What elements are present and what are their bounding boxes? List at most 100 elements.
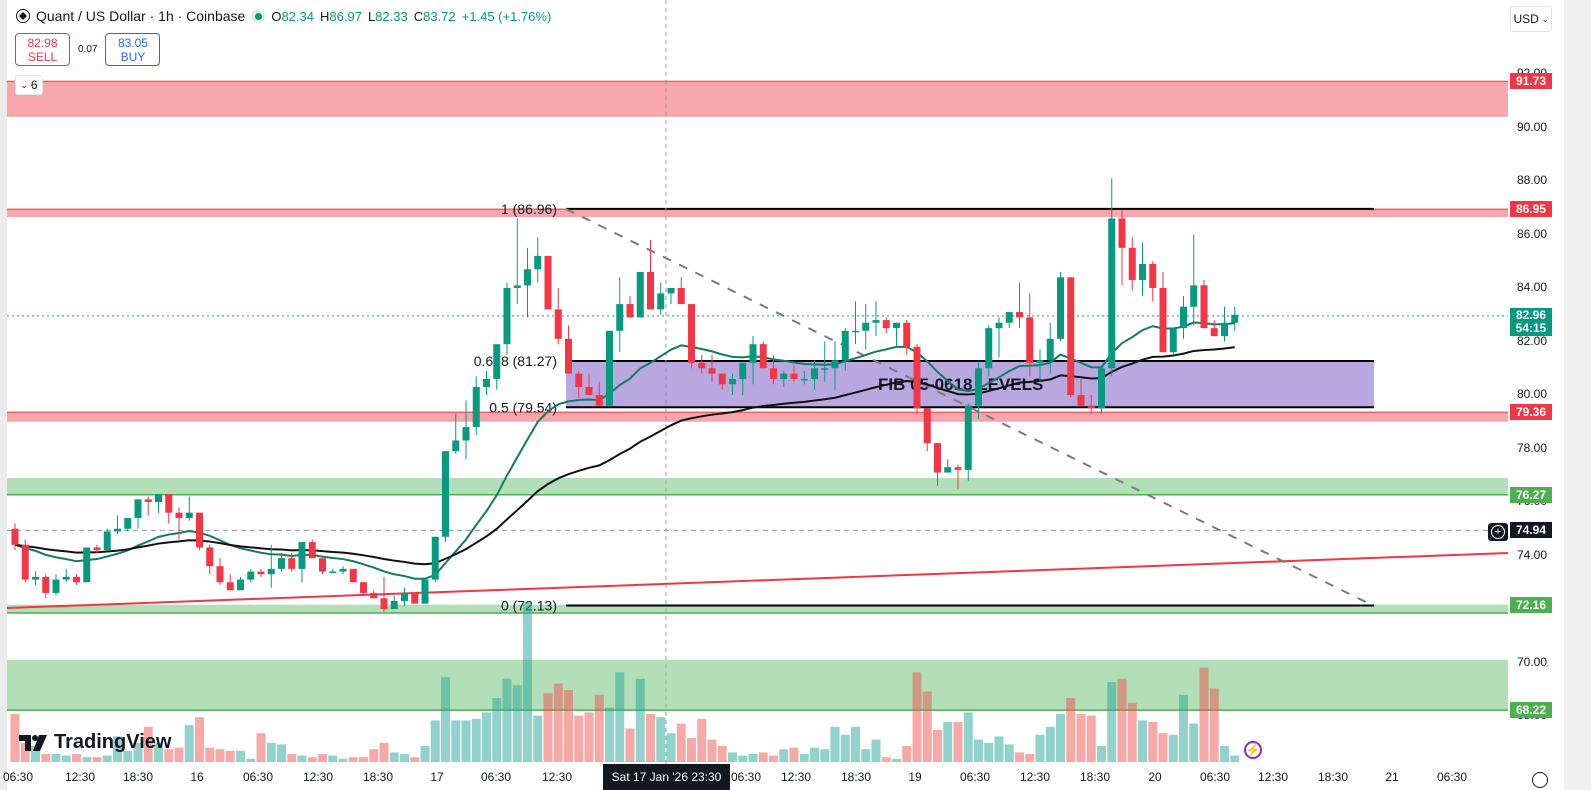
volume-bar: [984, 742, 994, 762]
candle-body: [1067, 277, 1075, 395]
candle-body: [852, 330, 859, 333]
candle-body: [1098, 368, 1105, 409]
candle-body: [1005, 312, 1013, 323]
plus-circle-icon: +: [1491, 525, 1505, 539]
candle-body: [565, 338, 572, 374]
sell-button[interactable]: 82.98 SELL: [15, 33, 70, 66]
candle-body: [1128, 247, 1136, 280]
volume-bar: [789, 747, 799, 762]
currency-value: USD: [1513, 12, 1539, 26]
candle-body: [606, 330, 613, 406]
volume-bar: [31, 746, 40, 762]
candle-body: [103, 531, 111, 551]
candle-body: [944, 467, 952, 473]
volume-bar: [1230, 755, 1240, 762]
volume-bar: [1035, 734, 1045, 762]
buy-button[interactable]: 83.05 BUY: [105, 33, 161, 66]
candle-body: [339, 568, 347, 572]
time-tick: 06:30: [959, 770, 991, 784]
volume-bar: [369, 749, 379, 762]
time-tick: 12:30: [1257, 770, 1289, 784]
indicators-toggle-button[interactable]: ⌄ 6: [15, 75, 43, 95]
price-tick: 78.00: [1517, 440, 1548, 455]
buy-price: 83.05: [117, 35, 148, 50]
time-tick: 06:30: [242, 770, 274, 784]
volume-bar: [933, 730, 942, 762]
currency-selector[interactable]: USD ⌄: [1510, 6, 1552, 32]
volume-bar: [1199, 667, 1209, 762]
candle-body: [770, 368, 777, 379]
candle-body: [1118, 218, 1126, 248]
resistance-zone: [7, 81, 1508, 117]
trendline: [7, 552, 1509, 609]
volume-bar: [1076, 714, 1086, 762]
candle-body: [554, 309, 562, 339]
candle-body: [1169, 328, 1177, 353]
time-tick: 18:30: [122, 770, 154, 784]
price-tick: 90.00: [1517, 119, 1548, 134]
candle-body: [677, 288, 685, 305]
tradingview-logo-text: TradingView: [54, 731, 172, 753]
candle-body: [1077, 395, 1085, 406]
settings-icon[interactable]: [1532, 772, 1548, 788]
volume-bar: [113, 736, 122, 762]
candle-body: [1200, 285, 1208, 329]
volume-bar: [430, 720, 440, 762]
price-chart-canvas[interactable]: 1 (86.96)0.618 (81.27)0.5 (79.54)0 (72.1…: [7, 0, 1509, 790]
volume-bar: [564, 690, 573, 762]
time-tick: 12:30: [1019, 770, 1051, 784]
volume-bar: [256, 733, 266, 762]
time-tick: 06:30: [2, 770, 34, 784]
trade-panel: 82.98 SELL 0.07 83.05 BUY: [15, 33, 161, 66]
high-value: 86.97: [329, 8, 362, 24]
volume-bar: [1148, 722, 1158, 762]
price-change: +1.45 (+1.76%): [461, 8, 552, 24]
volume-bar: [769, 755, 778, 762]
volume-bar: [20, 742, 30, 762]
volume-bar: [246, 758, 256, 762]
volume-bar: [1025, 754, 1035, 762]
candle-body: [390, 600, 398, 609]
volume-bar: [400, 754, 409, 762]
flash-icon[interactable]: ⚡: [1244, 741, 1262, 759]
candle-body: [923, 408, 931, 444]
symbol-header: Quant / US Dollar · 1h · Coinbase O82.34…: [16, 8, 551, 24]
volume-bar: [738, 755, 748, 762]
candle-body: [1210, 328, 1218, 337]
volume-bar: [359, 757, 368, 762]
volume-bar: [851, 726, 860, 762]
volume-bar: [10, 714, 20, 762]
volume-bar: [338, 758, 348, 762]
volume-bar: [451, 720, 461, 762]
candle-body: [360, 582, 367, 593]
candle-body: [667, 288, 675, 294]
volume-bar: [533, 715, 543, 762]
volume-bar: [912, 672, 922, 762]
sell-price: 82.98: [27, 35, 58, 50]
add-alert-button[interactable]: +: [1488, 523, 1508, 541]
time-tick: 16: [190, 770, 204, 784]
volume-bar: [1179, 694, 1188, 762]
indicator-count: 6: [30, 78, 38, 92]
candle-body: [790, 373, 798, 379]
volume-bar: [605, 707, 614, 762]
open-label: O: [271, 8, 282, 24]
candle-body: [1159, 288, 1167, 353]
volume-bar: [420, 746, 430, 762]
candle-body: [175, 512, 183, 519]
candle-body: [831, 360, 839, 369]
candle-body: [616, 304, 624, 331]
volume-bar: [625, 728, 635, 762]
last-price: 82.96: [1515, 307, 1547, 322]
candle-body: [165, 493, 173, 513]
volume-bar: [266, 742, 276, 762]
volume-bar: [1168, 734, 1178, 762]
price-tick: 84.00: [1517, 280, 1548, 294]
price-tick: 70.00: [1517, 654, 1548, 669]
time-tick: 18:30: [1079, 770, 1111, 784]
symbol-title[interactable]: Quant / US Dollar · 1h · Coinbase: [36, 8, 246, 24]
candle-body: [124, 518, 132, 529]
tradingview-logo[interactable]: TradingView: [19, 731, 171, 754]
volume-bar: [820, 749, 830, 762]
high-label: H: [320, 8, 330, 24]
